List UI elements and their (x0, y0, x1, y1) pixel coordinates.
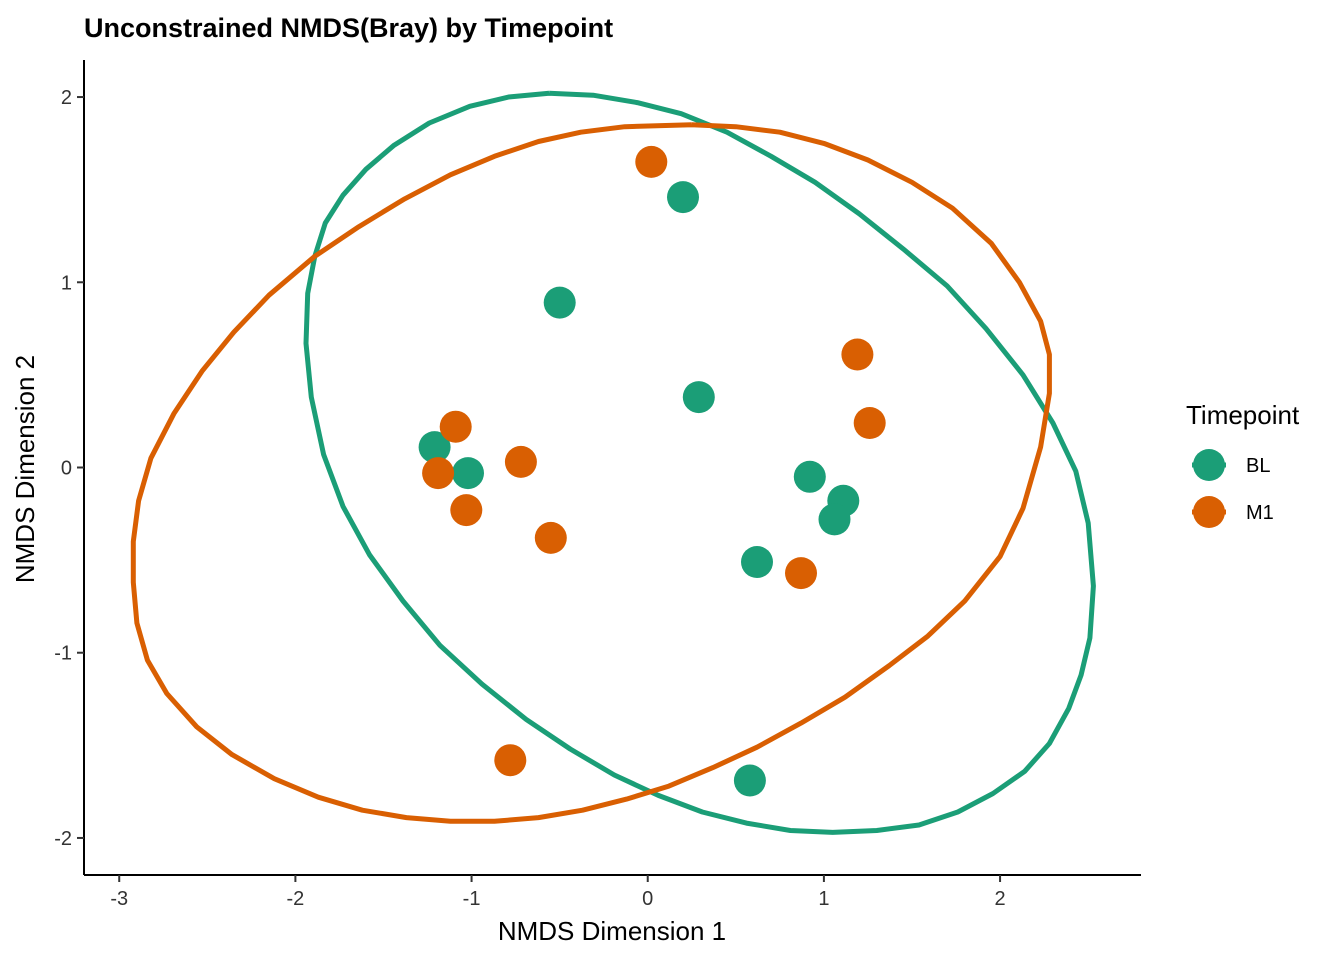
x-tick-label: 0 (642, 888, 653, 910)
x-axis-ticks: -3 -2 -1 0 1 2 (110, 875, 1006, 910)
legend: Timepoint BL M1 (1186, 400, 1300, 528)
legend-label-bl: BL (1246, 455, 1270, 477)
point-bl (741, 546, 773, 578)
x-tick-label: -3 (110, 888, 128, 910)
point-m1 (494, 744, 527, 777)
legend-key-point (1193, 496, 1225, 528)
point-bl (793, 460, 826, 493)
point-bl (667, 181, 699, 214)
point-bl (682, 381, 715, 414)
legend-title: Timepoint (1186, 400, 1300, 430)
x-axis-title: NMDS Dimension 1 (498, 916, 726, 946)
point-m1 (504, 445, 537, 478)
legend-key-point (1193, 449, 1225, 481)
x-tick-label: 1 (818, 888, 829, 910)
confidence-ellipses (130, 90, 1096, 835)
legend-label-m1: M1 (1246, 502, 1274, 524)
y-tick-label: -1 (54, 643, 72, 665)
y-tick-label: 0 (61, 458, 72, 480)
point-m1 (841, 338, 874, 371)
point-m1 (450, 494, 483, 527)
point-bl (818, 503, 851, 536)
x-tick-label: -2 (287, 888, 305, 910)
point-m1 (635, 145, 668, 178)
ellipse-m1 (130, 122, 1052, 824)
point-bl (418, 431, 451, 464)
x-tick-label: 2 (995, 888, 1006, 910)
ellipse-bl (303, 90, 1096, 835)
point-m1 (534, 521, 567, 554)
point-m1 (853, 407, 886, 439)
y-tick-label: -2 (54, 828, 72, 850)
point-m1 (785, 557, 817, 590)
point-bl (733, 764, 766, 797)
point-m1 (439, 410, 472, 443)
y-axis-ticks: -2 -1 0 1 2 (54, 87, 84, 850)
y-tick-label: 1 (61, 272, 72, 294)
data-points (418, 145, 886, 797)
x-tick-label: -1 (463, 888, 481, 910)
y-tick-label: 2 (61, 87, 72, 109)
y-axis-title: NMDS Dimension 2 (10, 355, 40, 583)
chart-title: Unconstrained NMDS(Bray) by Timepoint (84, 13, 613, 43)
legend-key-m1 (1192, 496, 1226, 528)
legend-items: BL M1 (1192, 449, 1274, 528)
point-m1 (422, 457, 455, 490)
point-bl (543, 286, 576, 319)
legend-key-bl (1192, 449, 1226, 481)
point-bl (452, 457, 484, 490)
